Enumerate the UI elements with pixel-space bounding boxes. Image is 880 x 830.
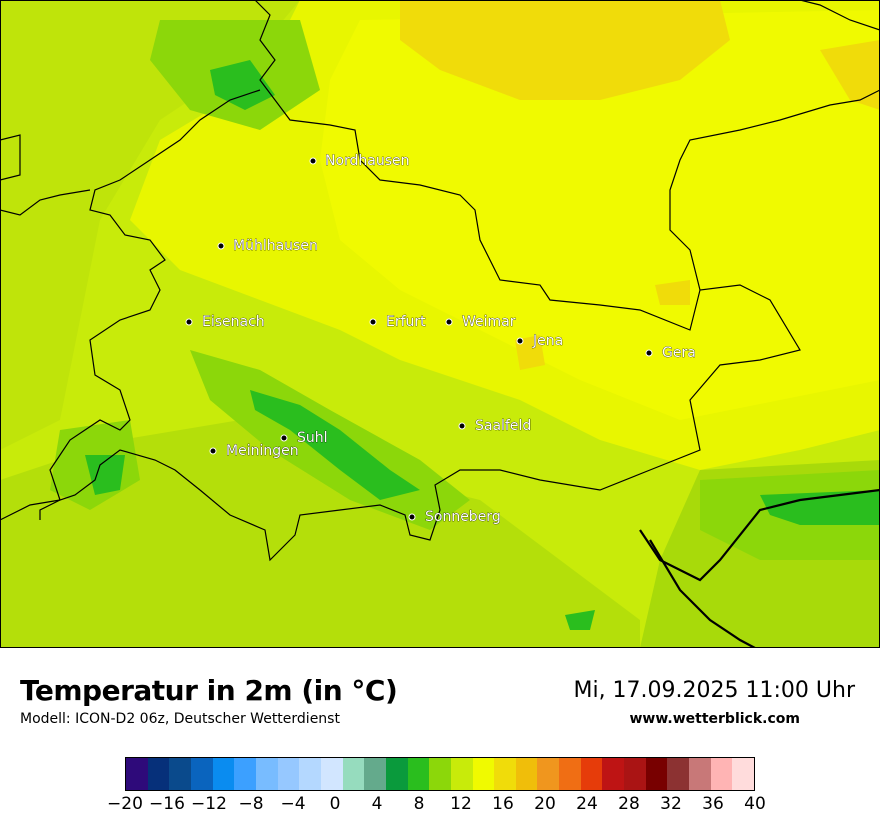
east-warm-patch	[655, 280, 690, 305]
city-dot-suhl	[280, 434, 288, 442]
city-dot-eisenach	[185, 318, 193, 326]
map-title: Temperatur in 2m (in °C)	[20, 674, 398, 707]
city-dot-meiningen	[209, 447, 217, 455]
city-dot-sonneberg	[408, 513, 416, 521]
city-label-weimar: Weimar	[462, 314, 516, 330]
city-label-jena: Jena	[532, 333, 563, 349]
legend-tick-label: 0	[329, 794, 341, 814]
city-label-muehlhausen: Mühlhausen	[233, 238, 318, 254]
legend-color-23	[624, 758, 646, 790]
legend-tick-label: 20	[534, 794, 556, 814]
legend-color-8	[299, 758, 321, 790]
city-label-suhl: Suhl	[297, 430, 328, 446]
legend-color-13	[407, 758, 430, 790]
legend-tick-label: −16	[149, 794, 185, 814]
city-label-meiningen: Meiningen	[226, 443, 299, 459]
legend-color-17	[494, 758, 516, 790]
city-dot-muehlhausen	[217, 242, 225, 250]
forecast-datetime: Mi, 17.09.2025 11:00 Uhr	[573, 678, 855, 703]
legend-tick-label: 40	[744, 794, 766, 814]
green-forest-core	[250, 390, 420, 500]
legend-color-6	[255, 758, 278, 790]
legend-tick-label: 36	[702, 794, 724, 814]
city-dot-jena	[516, 337, 524, 345]
legend-color-4	[212, 758, 235, 790]
city-label-nordhausen: Nordhausen	[325, 153, 410, 169]
legend-tick-label: −8	[238, 794, 264, 814]
legend-tick-label: −20	[107, 794, 143, 814]
legend-tick-label: 32	[660, 794, 682, 814]
legend-color-27	[710, 758, 733, 790]
hot-patch-right	[820, 40, 880, 110]
legend-color-19	[537, 758, 560, 790]
legend-color-14	[429, 758, 451, 790]
legend-color-21	[580, 758, 603, 790]
cool-zone-south	[0, 420, 640, 648]
temperature-map: Nordhausen Mühlhausen Eisenach Erfurt We…	[0, 0, 880, 649]
city-label-saalfeld: Saalfeld	[475, 418, 531, 434]
legend-tick-label: 28	[618, 794, 640, 814]
city-dot-weimar	[445, 318, 453, 326]
jena-warm-patch	[515, 335, 545, 370]
legend-color-7	[277, 758, 300, 790]
warmest-zone	[320, 10, 880, 420]
green-small-patch	[565, 610, 595, 630]
legend-tick-label: 8	[413, 794, 425, 814]
legend-color-24	[645, 758, 668, 790]
city-label-erfurt: Erfurt	[386, 314, 426, 330]
legend-color-16	[472, 758, 495, 790]
website-link[interactable]: www.wetterblick.com	[629, 711, 801, 727]
green-harz-core	[210, 60, 275, 110]
legend-tick-label: 16	[492, 794, 514, 814]
cool-zone-west	[0, 0, 300, 450]
city-dot-gera	[645, 349, 653, 357]
city-label-gera: Gera	[662, 345, 696, 361]
model-info: Modell: ICON-D2 06z, Deutscher Wetterdie…	[20, 711, 340, 727]
legend-tick-label: −12	[191, 794, 227, 814]
legend-color-10	[342, 758, 365, 790]
legend-ticks: −20 −16 −12 −8 −4 0 4 8 12 16 20 24 28 32 36 40	[107, 794, 766, 818]
legend-color-11	[364, 758, 386, 790]
legend-color-18	[515, 758, 538, 790]
legend-color-20	[559, 758, 581, 790]
legend-color-15	[450, 758, 473, 790]
legend-color-22	[602, 758, 625, 790]
legend-color-3	[190, 758, 213, 790]
city-markers: Nordhausen Mühlhausen Eisenach Erfurt We…	[185, 153, 696, 525]
legend-tick-label: −4	[280, 794, 306, 814]
legend-color-1	[147, 758, 170, 790]
city-label-eisenach: Eisenach	[202, 314, 265, 330]
legend-color-9	[320, 758, 343, 790]
state-borders	[0, 0, 880, 649]
city-label-sonneberg: Sonneberg	[425, 509, 501, 525]
legend-color-0	[126, 758, 148, 790]
legend-color-25	[667, 758, 690, 790]
legend-color-2	[169, 758, 191, 790]
legend-color-28	[732, 758, 755, 790]
legend-tick-label: 4	[371, 794, 383, 814]
green-rhoen-core	[85, 455, 125, 495]
legend-tick-label: 12	[450, 794, 472, 814]
city-dot-erfurt	[369, 318, 377, 326]
city-dot-saalfeld	[458, 422, 466, 430]
legend-color-5	[234, 758, 256, 790]
color-legend	[125, 757, 755, 791]
city-dot-nordhausen	[309, 157, 317, 165]
hot-patch	[400, 0, 730, 100]
footer: Temperatur in 2m (in °C) Modell: ICON-D2…	[0, 648, 880, 830]
green-erzgebirge-core	[760, 490, 880, 525]
legend-color-12	[385, 758, 408, 790]
legend-tick-label: 24	[576, 794, 598, 814]
legend-color-26	[689, 758, 711, 790]
